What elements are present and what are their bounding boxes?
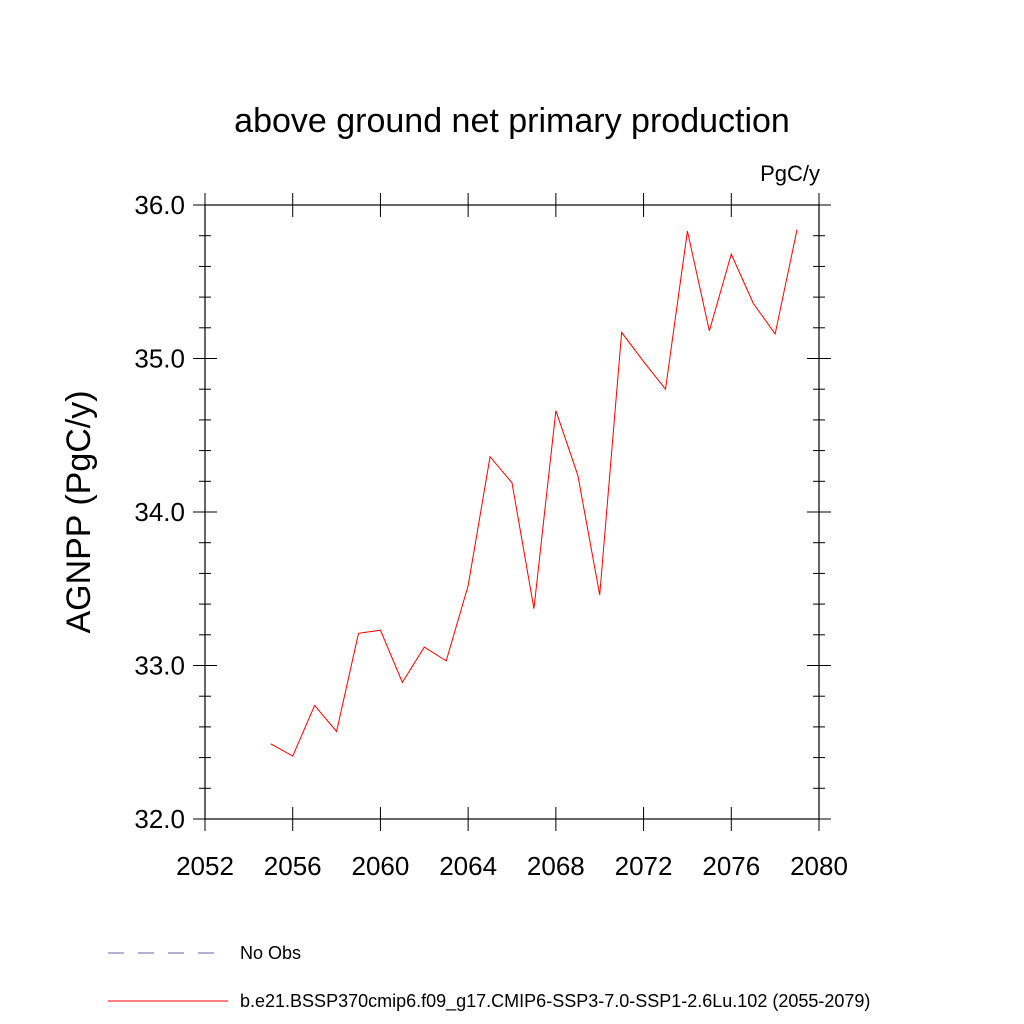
x-tick-label: 2060 bbox=[352, 851, 410, 881]
units-label: PgC/y bbox=[760, 161, 820, 186]
x-tick-label: 2064 bbox=[439, 851, 497, 881]
x-tick-label: 2052 bbox=[176, 851, 234, 881]
x-tick-label: 2076 bbox=[702, 851, 760, 881]
x-axis-ticks: 2052 2056 2060 2064 2068 2072 2076 2080 bbox=[176, 193, 848, 881]
x-tick-label: 2068 bbox=[527, 851, 585, 881]
x-tick-label: 2072 bbox=[615, 851, 673, 881]
x-tick-label: 2080 bbox=[790, 851, 848, 881]
y-tick-label: 32.0 bbox=[134, 804, 185, 834]
y-tick-label: 36.0 bbox=[134, 190, 185, 220]
chart-title: above ground net primary production bbox=[234, 102, 790, 140]
legend: No Obs b.e21.BSSP370cmip6.f09_g17.CMIP6-… bbox=[108, 943, 870, 1012]
x-tick-label: 2056 bbox=[264, 851, 322, 881]
plot-frame bbox=[204, 204, 820, 820]
series-line bbox=[270, 229, 798, 757]
y-axis-ticks: 32.0 33.0 34.0 35.0 36.0 bbox=[134, 190, 831, 834]
legend-label-model-run: b.e21.BSSP370cmip6.f09_g17.CMIP6-SSP3-7.… bbox=[240, 991, 870, 1012]
y-tick-label: 34.0 bbox=[134, 497, 185, 527]
series-layer bbox=[270, 229, 798, 757]
y-tick-label: 33.0 bbox=[134, 651, 185, 681]
y-tick-label: 35.0 bbox=[134, 344, 185, 374]
legend-label-no-obs: No Obs bbox=[240, 943, 301, 963]
y-axis-label: AGNPP (PgC/y) bbox=[60, 390, 98, 633]
